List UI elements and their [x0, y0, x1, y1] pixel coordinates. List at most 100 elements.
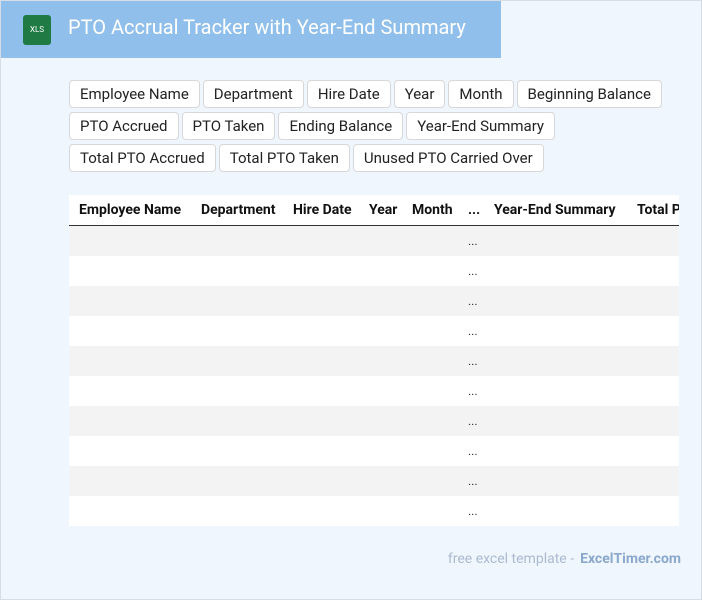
- tag-row: Total PTO Accrued Total PTO Taken Unused P…: [69, 144, 662, 172]
- field-tag: Total PTO Accrued: [69, 144, 216, 172]
- field-tag: Department: [202, 80, 304, 108]
- table-cell: [627, 436, 679, 466]
- table-cell: [627, 286, 679, 316]
- table-cell: [191, 225, 283, 256]
- table-row: ...: [69, 406, 679, 436]
- table-cell: [484, 466, 627, 496]
- table-cell: ...: [458, 286, 484, 316]
- table-cell: [484, 286, 627, 316]
- table-cell: [359, 406, 402, 436]
- field-tag: Hire Date: [306, 80, 391, 108]
- table-cell: [191, 316, 283, 346]
- column-header: Employee Name: [69, 195, 191, 226]
- table-cell: [627, 376, 679, 406]
- table-cell: [283, 346, 359, 376]
- field-tag: Beginning Balance: [516, 80, 662, 108]
- table-row: ...: [69, 316, 679, 346]
- field-tag: Year: [393, 80, 446, 108]
- table-cell: [402, 496, 458, 526]
- table-cell: [359, 466, 402, 496]
- table-cell: [402, 406, 458, 436]
- tag-row: PTO Accrued PTO Taken Ending Balance Year-E…: [69, 112, 662, 140]
- footer: free excel template - ExcelTimer.com: [448, 551, 681, 567]
- table-cell: [484, 376, 627, 406]
- table-cell: [69, 436, 191, 466]
- column-header: Department: [191, 195, 283, 226]
- table-cell: [283, 286, 359, 316]
- table-cell: [484, 406, 627, 436]
- table-cell: [484, 346, 627, 376]
- table-cell: [484, 496, 627, 526]
- table-row: ...: [69, 496, 679, 526]
- table-cell: [359, 346, 402, 376]
- column-header: Hire Date: [283, 195, 359, 226]
- header-bar: XLS PTO Accrual Tracker with Year-End Su…: [1, 1, 501, 58]
- table-cell: [627, 406, 679, 436]
- table-cell: [283, 316, 359, 346]
- field-tag: Month: [448, 80, 514, 108]
- table-cell: [191, 286, 283, 316]
- table-cell: [69, 316, 191, 346]
- table-cell: [627, 346, 679, 376]
- table-cell: ...: [468, 444, 478, 458]
- table-cell: [283, 256, 359, 286]
- table-cell: [191, 466, 283, 496]
- table-cell: [283, 496, 359, 526]
- field-tags: Employee Name Department Hire Date Year Mont…: [69, 80, 662, 176]
- table-cell: ...: [468, 384, 478, 398]
- footer-text: free excel template -: [447, 551, 575, 567]
- table-row: ...: [69, 466, 679, 496]
- table-cell: [191, 256, 283, 286]
- table-cell: [283, 225, 359, 256]
- table-cell: [69, 256, 191, 286]
- table-body: ..............................: [69, 225, 679, 527]
- tag-row: Employee Name Department Hire Date Year Mont…: [69, 80, 662, 108]
- table-cell: [484, 436, 627, 466]
- column-header: Year-End Summary: [484, 195, 627, 226]
- table-cell: [359, 316, 402, 346]
- table-cell: [191, 496, 283, 526]
- table-cell: [627, 496, 679, 526]
- field-tag: Employee Name: [69, 80, 200, 108]
- table-cell: [627, 225, 679, 256]
- table-row: ...: [69, 286, 679, 316]
- column-header: Total PTO Accrued: [627, 195, 679, 226]
- table-cell: [627, 466, 679, 496]
- table-cell: ...: [458, 406, 484, 436]
- table-cell: [627, 256, 679, 286]
- footer-brand[interactable]: ExcelTimer.com: [580, 551, 681, 567]
- table-row: ...: [69, 225, 679, 256]
- table-cell: [359, 256, 402, 286]
- table-cell: [402, 316, 458, 346]
- table-row: ...: [69, 346, 679, 376]
- field-tag: Unused PTO Carried Over: [352, 144, 544, 172]
- table-cell: ...: [458, 225, 484, 256]
- table-cell: [359, 286, 402, 316]
- table-cell: [402, 256, 458, 286]
- table-cell: [191, 376, 283, 406]
- table-cell: [359, 436, 402, 466]
- column-header: ...: [458, 195, 484, 226]
- file-icon: XLS: [23, 15, 51, 45]
- table-cell: [402, 225, 458, 256]
- table-cell: [627, 316, 679, 346]
- table-cell: [69, 286, 191, 316]
- table-wrapper: Employee Name Department Hire Date Year Mont…: [69, 195, 679, 526]
- table-cell: [69, 376, 191, 406]
- table-cell: ...: [458, 346, 484, 376]
- table-cell: [191, 406, 283, 436]
- table-cell: [359, 225, 402, 256]
- table-cell: [69, 406, 191, 436]
- table: Employee Name Department Hire Date Year Mont…: [69, 195, 679, 526]
- table-cell: [402, 376, 458, 406]
- field-tag: Ending Balance: [278, 112, 404, 140]
- table-row: ...: [69, 436, 679, 466]
- table-cell: [283, 376, 359, 406]
- table-cell: [283, 466, 359, 496]
- table-row: ...: [69, 256, 679, 286]
- field-tag: Year-End Summary: [406, 112, 556, 140]
- table-cell: [484, 316, 627, 346]
- table-cell: [69, 225, 191, 256]
- table-cell: [402, 346, 458, 376]
